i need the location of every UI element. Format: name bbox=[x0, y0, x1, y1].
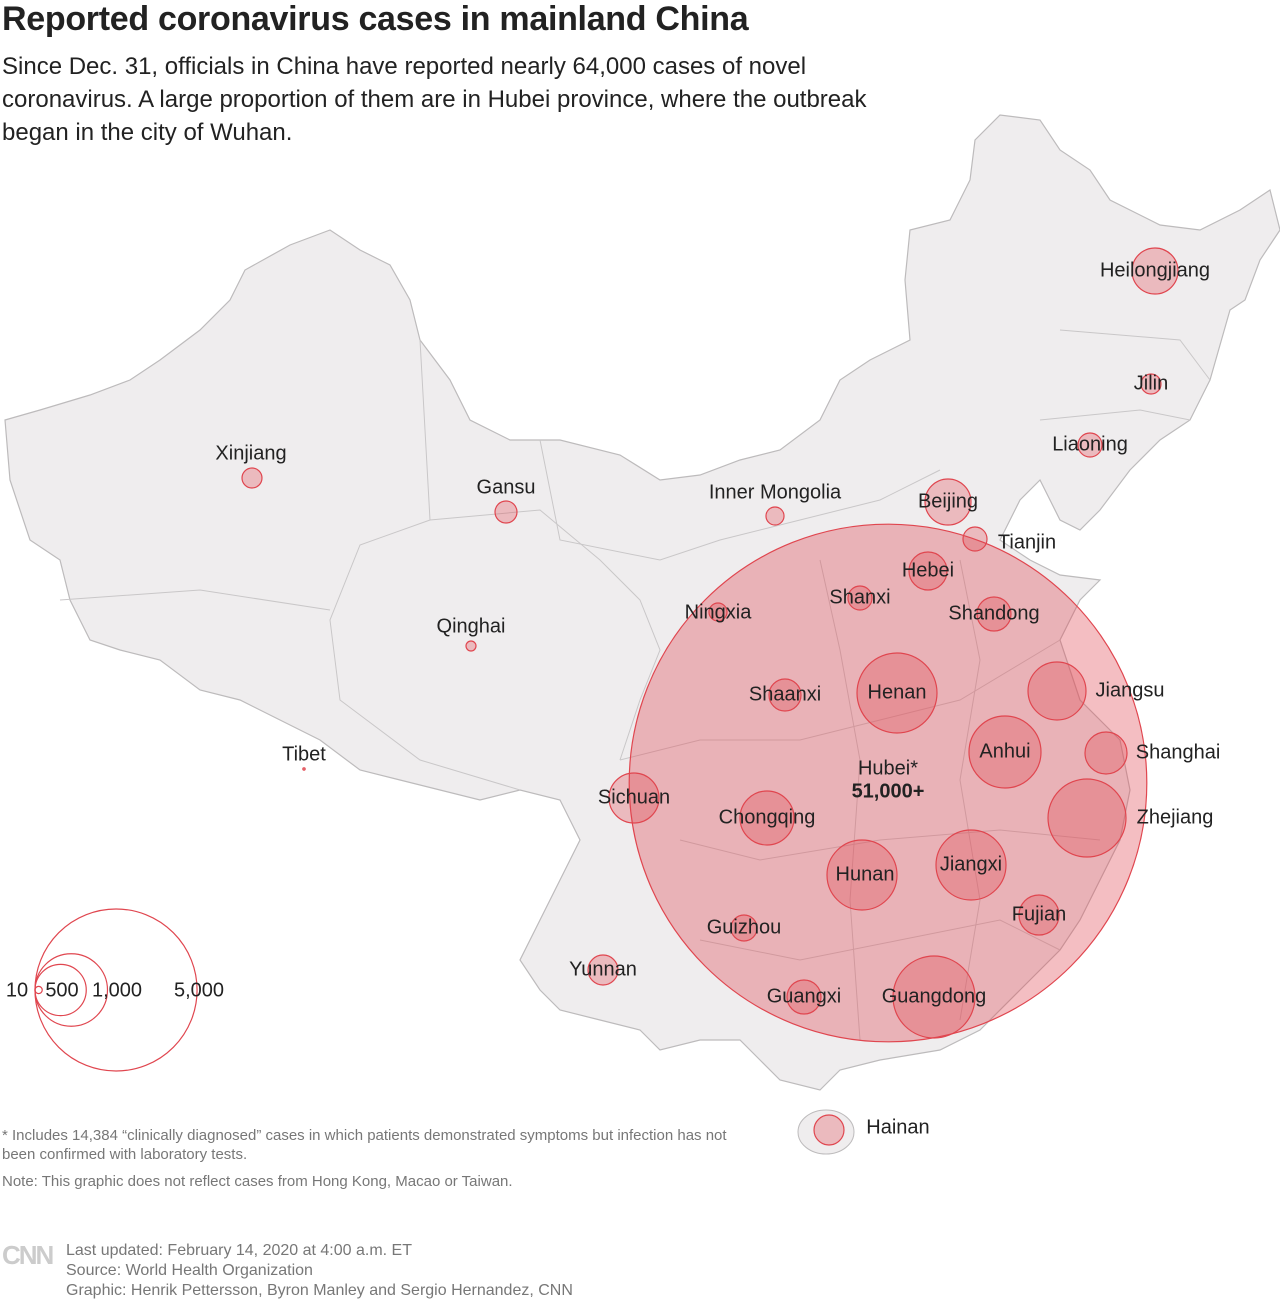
region-label: Inner Mongolia bbox=[709, 481, 842, 503]
region-label: Gansu bbox=[477, 476, 536, 498]
subtitle: Since Dec. 31, officials in China have r… bbox=[2, 53, 867, 146]
case-bubble bbox=[826, 839, 898, 911]
region-label: Xinjiang bbox=[215, 442, 286, 464]
region-label: Shanghai bbox=[1136, 741, 1221, 763]
case-bubble bbox=[494, 500, 518, 524]
case-bubble bbox=[908, 551, 948, 591]
case-bubble bbox=[587, 954, 619, 986]
region-label: Chongqing bbox=[719, 806, 816, 828]
region-label: Guizhou bbox=[707, 916, 782, 938]
case-bubble bbox=[768, 678, 802, 712]
region-label: Tibet bbox=[282, 743, 326, 765]
case-bubble bbox=[628, 523, 1148, 1043]
case-bubble bbox=[962, 526, 988, 552]
case-bubble bbox=[813, 1114, 845, 1146]
case-bubble bbox=[708, 602, 728, 622]
legend-circle bbox=[34, 985, 43, 995]
region-label: Anhui bbox=[979, 740, 1030, 762]
case-bubble bbox=[1027, 661, 1087, 721]
region-label: Shaanxi bbox=[749, 683, 821, 705]
province-borders bbox=[59, 329, 1211, 1041]
region-label: Tianjin bbox=[998, 531, 1056, 553]
note: Note: This graphic does not reflect case… bbox=[2, 1173, 513, 1190]
case-bubble bbox=[892, 955, 976, 1039]
case-bubble bbox=[935, 829, 1007, 901]
case-bubble bbox=[608, 772, 660, 824]
region-label: Heilongjiang bbox=[1100, 259, 1210, 281]
legend-label: 1,000 bbox=[92, 979, 142, 1001]
case-bubble bbox=[968, 715, 1042, 789]
region-label: Yunnan bbox=[569, 958, 637, 980]
case-bubble bbox=[1077, 432, 1103, 458]
case-bubble bbox=[302, 767, 306, 771]
case-bubble bbox=[924, 478, 972, 526]
region-label: Jilin bbox=[1134, 372, 1168, 394]
legend-label: 500 bbox=[45, 979, 78, 1001]
case-bubble bbox=[976, 596, 1012, 632]
credit: Graphic: Henrik Pettersson, Byron Manley… bbox=[66, 1282, 573, 1299]
case-bubble bbox=[1047, 778, 1127, 858]
case-bubble bbox=[1084, 731, 1128, 775]
region-label: Zhejiang bbox=[1137, 806, 1214, 828]
region-label: Beijing bbox=[918, 490, 978, 512]
case-bubble bbox=[765, 506, 785, 526]
legend-label: 5,000 bbox=[174, 979, 224, 1001]
region-label: Fujian bbox=[1012, 903, 1066, 925]
region-label: Jiangsu bbox=[1096, 679, 1165, 701]
region-label: Hunan bbox=[836, 863, 895, 885]
region-label: Sichuan bbox=[598, 786, 670, 808]
case-bubble bbox=[739, 790, 795, 846]
case-bubble bbox=[241, 467, 263, 489]
legend: 10 500 1,000 5,000 bbox=[6, 908, 224, 1072]
region-label: Hubei* bbox=[858, 757, 918, 779]
labels: Hubei*51,000+ Heilongjiang Jilin Liaoning Be… bbox=[215, 259, 1220, 1138]
footnote: * Includes 14,384 “clinically diagnosed”… bbox=[2, 1127, 727, 1163]
region-label: Jiangxi bbox=[940, 853, 1002, 875]
region-label: Shanxi bbox=[829, 586, 890, 608]
region-label: Shandong bbox=[948, 602, 1039, 624]
region-label: Henan bbox=[868, 681, 927, 703]
region-label: Guangxi bbox=[767, 985, 842, 1007]
hainan-island bbox=[797, 1109, 855, 1155]
region-label: Qinghai bbox=[437, 615, 506, 637]
bubbles bbox=[241, 247, 1179, 1146]
region-label: Hainan bbox=[866, 1116, 929, 1138]
title: Reported coronavirus cases in mainland C… bbox=[2, 0, 749, 38]
region-label: Liaoning bbox=[1052, 433, 1128, 455]
source: Source: World Health Organization bbox=[66, 1262, 313, 1279]
last-updated: Last updated: February 14, 2020 at 4:00 … bbox=[66, 1242, 412, 1259]
region-label: Ningxia bbox=[685, 601, 753, 623]
legend-label: 10 bbox=[6, 979, 28, 1001]
case-bubble bbox=[1131, 247, 1179, 295]
region-label: Hebei bbox=[902, 559, 954, 581]
case-bubble bbox=[730, 914, 758, 942]
case-bubble bbox=[1018, 894, 1060, 936]
logo: CNN bbox=[2, 1240, 54, 1270]
case-bubble bbox=[856, 652, 938, 734]
region-label: Guangdong bbox=[882, 985, 987, 1007]
legend-circle bbox=[34, 908, 198, 1072]
china-outline bbox=[4, 114, 1280, 1091]
case-bubble bbox=[465, 640, 477, 652]
case-bubble bbox=[1140, 373, 1162, 395]
value-label: 51,000+ bbox=[852, 780, 925, 802]
case-bubble bbox=[786, 979, 822, 1015]
case-bubble bbox=[847, 585, 873, 611]
